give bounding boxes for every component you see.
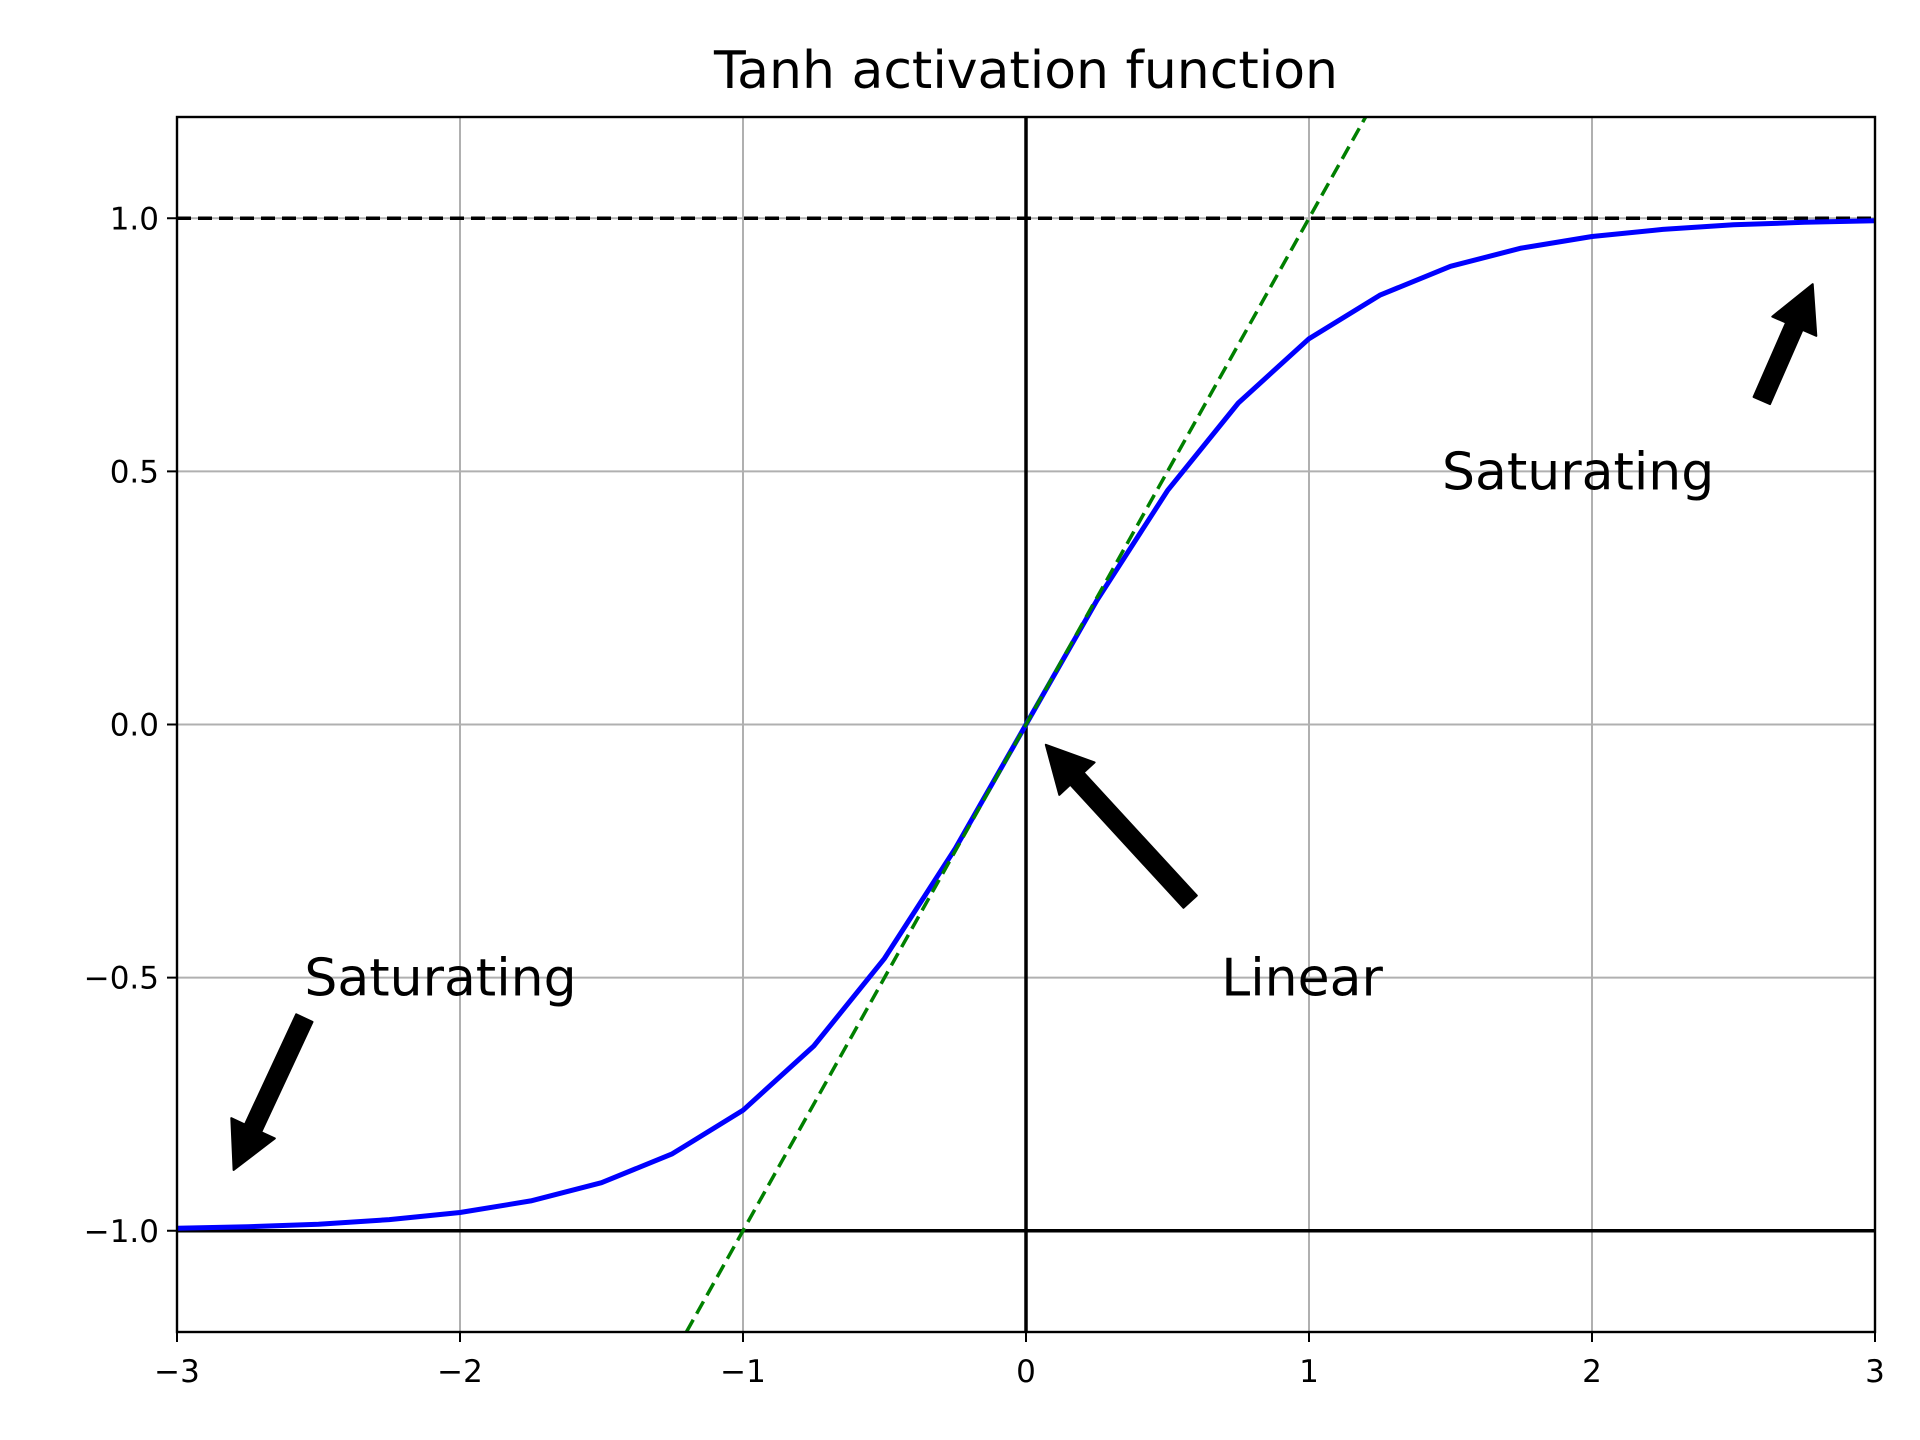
annotation-arrow <box>1752 283 1818 406</box>
annotation-label: Saturating <box>304 949 576 1009</box>
x-tick-label: −3 <box>154 1354 200 1390</box>
annotation-arrow <box>230 1013 314 1171</box>
x-tick-label: 3 <box>1865 1354 1885 1390</box>
series <box>177 117 1875 1332</box>
y-tick-label: 0.5 <box>110 454 159 490</box>
x-tick-label: −2 <box>437 1354 483 1390</box>
x-tick-label: 0 <box>1016 1354 1036 1390</box>
axis-ticks: −3 −2 −1 0 1 2 3 −1.0 −0.5 0.0 0.5 1.0 <box>84 201 1885 1390</box>
x-tick-label: 2 <box>1582 1354 1602 1390</box>
annotation-label: Saturating <box>1442 442 1714 502</box>
annotations: Saturating Linear Saturating <box>230 283 1818 1171</box>
y-tick-label: −1.0 <box>84 1214 159 1250</box>
annotation-label: Linear <box>1221 949 1383 1009</box>
x-tick-label: 1 <box>1299 1354 1319 1390</box>
y-tick-label: 0.0 <box>110 708 159 744</box>
y-tick-label: 1.0 <box>110 201 159 237</box>
x-tick-label: −1 <box>720 1354 766 1390</box>
series-line-tangent <box>684 117 1368 1332</box>
chart-title: Tanh activation function <box>713 41 1338 101</box>
y-tick-label: −0.5 <box>84 961 159 997</box>
annotation-arrow <box>1044 743 1198 909</box>
